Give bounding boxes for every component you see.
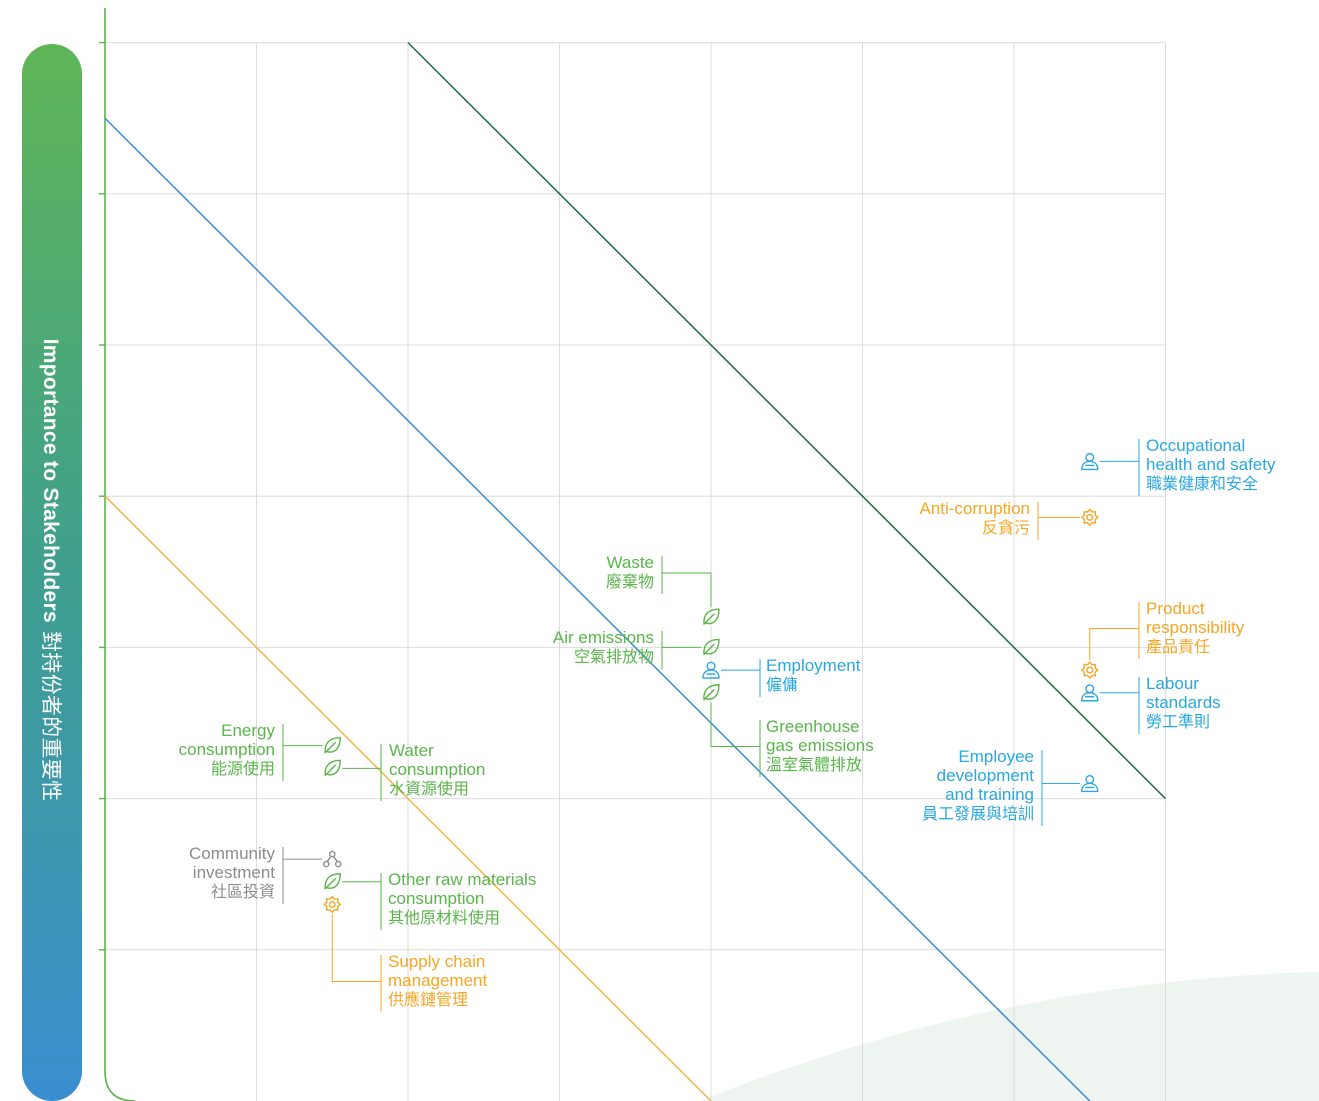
y-axis-label-bar (22, 44, 82, 1101)
gear-icon (1081, 508, 1099, 527)
point-label-en: consumption (179, 740, 275, 759)
point-label-en: gas emissions (766, 736, 874, 755)
person-icon (1081, 774, 1099, 793)
point-label-zh: 員工發展與培訓 (922, 805, 1034, 823)
point-label-en: Greenhouse (766, 717, 860, 736)
person-icon (1081, 452, 1099, 471)
point-label-en: consumption (388, 889, 484, 908)
point-label-zh: 溫室氣體排放 (766, 756, 862, 774)
leaf-icon (324, 759, 341, 777)
point-label-en: Product (1146, 599, 1205, 618)
leaf-icon (324, 736, 341, 754)
point-label-en: Supply chain (388, 952, 485, 971)
y-axis-line (104, 8, 136, 1101)
point-label-en: Other raw materials (388, 870, 536, 889)
person-icon (1081, 684, 1099, 702)
point-label-en: Energy (221, 721, 275, 740)
point-label-zh: 廢棄物 (606, 572, 654, 591)
point-label-en: Anti-corruption (919, 499, 1030, 518)
point-label-en: Employee (958, 747, 1034, 766)
point-label-en: standards (1146, 693, 1221, 712)
point-label-en: Waste (606, 553, 654, 572)
point-label-zh: 反貪污 (982, 518, 1030, 537)
label-connector (331, 914, 381, 982)
point-label-en: investment (193, 863, 275, 882)
label-connector (662, 572, 712, 608)
point-label-en: Employment (766, 656, 861, 675)
gear-icon (323, 895, 341, 914)
gear-icon (1081, 661, 1099, 679)
threshold-lines (104, 42, 1167, 1101)
point-label-en: responsibility (1146, 618, 1245, 637)
chart-axes (99, 8, 136, 1101)
point-label-en: Water (389, 741, 434, 760)
point-label-en: Labour (1146, 674, 1199, 693)
point-label-en: management (388, 971, 488, 990)
point-label-zh: 產品責任 (1146, 638, 1210, 656)
threshold-line (104, 117, 1091, 1101)
leaf-icon (703, 684, 720, 701)
point-label-zh: 職業健康和安全 (1146, 475, 1258, 493)
point-label-en: Community (189, 844, 275, 863)
point-label-en: development (937, 766, 1035, 785)
point-label-zh: 能源使用 (211, 760, 275, 778)
threshold-line (104, 495, 712, 1101)
threshold-line (407, 42, 1167, 800)
point-label-zh: 供應鏈管理 (388, 990, 468, 1009)
community-icon (322, 850, 342, 868)
person-icon (702, 661, 720, 679)
leaf-icon (324, 873, 341, 890)
point-label-zh: 僱傭 (766, 676, 798, 694)
label-connector (710, 702, 760, 747)
point-label-zh: 空氣排放物 (574, 648, 654, 666)
point-label-en: health and safety (1146, 455, 1276, 474)
point-label-zh: 其他原材料使用 (388, 909, 500, 927)
leaf-icon (703, 638, 720, 656)
leaf-icon (703, 608, 720, 625)
label-connector (1089, 628, 1139, 661)
point-label-zh: 勞工準則 (1146, 713, 1210, 731)
point-label-en: Occupational (1146, 436, 1245, 455)
point-label-zh: 社區投資 (211, 883, 275, 901)
background-arc (700, 972, 1319, 1101)
point-label-en: consumption (389, 760, 485, 779)
point-label-zh: 水資源使用 (389, 780, 469, 798)
point-label-en: and training (945, 785, 1034, 804)
point-label-en: Air emissions (553, 628, 654, 647)
